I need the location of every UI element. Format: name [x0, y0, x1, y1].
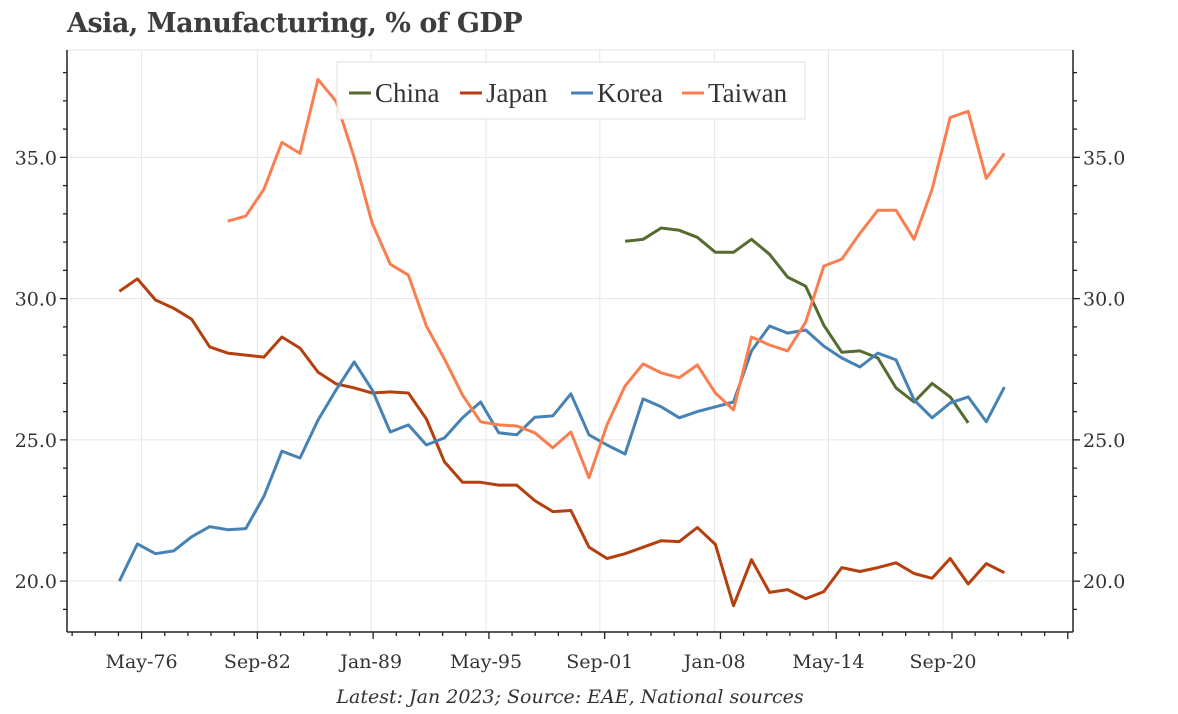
y-tick-label-right: 25.0 [1083, 430, 1125, 452]
x-tick-label: May-14 [792, 651, 864, 673]
legend-label-japan: Japan [486, 78, 548, 108]
x-tick-label: May-76 [106, 651, 178, 673]
x-tick-label: Jan-89 [338, 651, 402, 673]
series-line-japan [118, 277, 1006, 608]
y-tick-label-right: 30.0 [1083, 289, 1125, 311]
y-tick-label-left: 35.0 [15, 147, 57, 169]
y-tick-label-right: 35.0 [1083, 147, 1125, 169]
y-tick-label-left: 20.0 [15, 571, 57, 593]
source-note: Latest: Jan 2023; Source: EAE, National … [336, 686, 804, 708]
y-tick-label-left: 30.0 [15, 289, 57, 311]
y-tick-label-right: 20.0 [1083, 571, 1125, 593]
series-line-china [624, 226, 970, 424]
series-line-taiwan [227, 77, 1006, 480]
series-line-korea [118, 324, 1006, 582]
chart-title: Asia, Manufacturing, % of GDP [67, 8, 523, 39]
x-tick-label: Jan-08 [682, 651, 746, 673]
y-tick-label-left: 25.0 [15, 430, 57, 452]
x-tick-label: Sep-82 [224, 651, 291, 673]
legend-box [336, 61, 806, 120]
legend-label-taiwan: Taiwan [708, 78, 788, 108]
x-tick-label: May-95 [450, 651, 522, 673]
x-tick-label: Sep-20 [909, 651, 976, 673]
legend-label-korea: Korea [597, 78, 663, 108]
legend-label-china: China [375, 78, 440, 108]
x-tick-label: Sep-01 [566, 651, 633, 673]
